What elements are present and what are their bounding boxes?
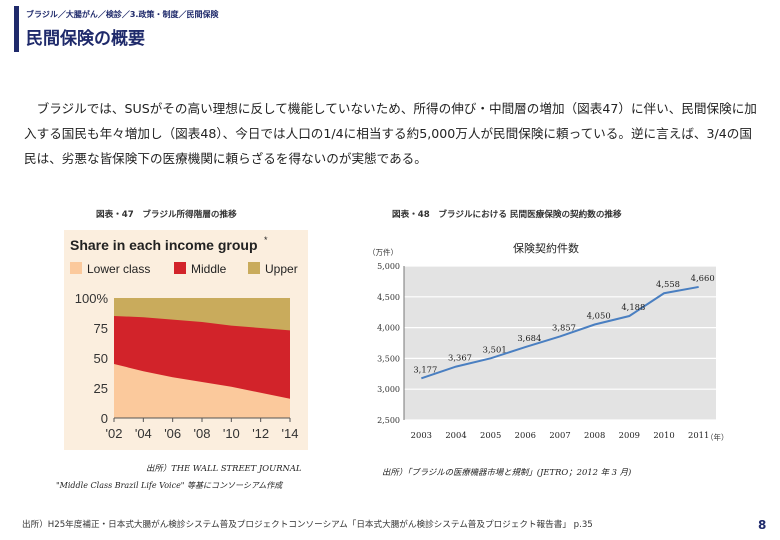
y-tick-label: 100%: [75, 291, 109, 306]
data-label: 3,857: [552, 322, 576, 332]
chart-title: 保険契約件数: [513, 241, 579, 255]
y-tick-label: 5,000: [377, 262, 400, 271]
x-tick-label: '12: [252, 426, 269, 441]
y-tick-label: 4,500: [377, 293, 400, 302]
income-group-chart-svg: Share in each income group * Lower class Mi…: [70, 235, 299, 441]
body-text: ブラジルでは、SUSがその高い理想に反して機能していないため、所得の伸び・中間層…: [24, 96, 760, 171]
y-tick-label: 3,500: [377, 354, 400, 363]
body-paragraph: ブラジルでは、SUSがその高い理想に反して機能していないため、所得の伸び・中間層…: [24, 101, 757, 166]
x-tick-label: '06: [164, 426, 181, 441]
income-group-chart: Share in each income group * Lower class Mi…: [64, 230, 308, 450]
y-tick-label: 0: [101, 411, 108, 426]
x-tick-label: '02: [106, 426, 123, 441]
y-tick-label: 75: [94, 321, 108, 336]
legend-label-0: Lower class: [87, 262, 150, 276]
plot-area: [404, 266, 716, 420]
x-tick-label: 2008: [584, 430, 605, 440]
x-tick-label: '04: [135, 426, 152, 441]
x-tick-label: 2007: [549, 430, 570, 440]
area-lower: [114, 364, 290, 418]
data-label: 4,050: [587, 311, 611, 321]
x-tick-label: 2009: [619, 430, 640, 440]
page-title: 民間保険の概要: [26, 29, 145, 49]
header-accent-bar: [14, 6, 19, 52]
insurance-contracts-chart: 保険契約件数 （万件） 2,500 3,000 3,500 4,000 4,500 5,000…: [360, 230, 729, 448]
x-tick-label: 2011: [688, 430, 709, 440]
figure-47-source-line1: 出所）THE WALL STREET JOURNAL: [146, 463, 302, 473]
x-tick-label: '14: [282, 426, 299, 441]
x-tick-label: 2010: [653, 430, 674, 440]
x-tick-label: 2004: [445, 430, 466, 440]
figure-48-caption: 図表・48 ブラジルにおける 民間医療保険の契約数の推移: [392, 210, 622, 220]
data-label: 3,367: [448, 353, 472, 363]
data-label: 4,558: [656, 279, 680, 289]
data-label: 4,188: [621, 302, 645, 312]
x-tick-label: 2006: [515, 430, 536, 440]
insurance-contracts-chart-svg: 保険契約件数 （万件） 2,500 3,000 3,500 4,000 4,500 5,000…: [368, 241, 729, 442]
data-label: 4,660: [691, 273, 715, 283]
x-tick-label: 2003: [411, 430, 432, 440]
y-axis-unit: （万件）: [368, 247, 398, 257]
x-axis-unit: （年）: [706, 432, 726, 442]
y-tick-label: 2,500: [377, 416, 400, 425]
chart-title: Share in each income group: [70, 237, 258, 253]
x-tick-label: 2005: [480, 430, 501, 440]
figure-48-source: 出所）「ブラジルの医療機器市場と規制」(JETRO；2012 年 3 月): [382, 467, 632, 477]
legend-swatch-1: [174, 262, 186, 274]
data-label: 3,684: [517, 333, 541, 343]
y-tick-label: 4,000: [377, 324, 400, 333]
legend-label-2: Upper: [265, 262, 298, 276]
chart-title-mark: *: [264, 235, 268, 245]
y-tick-label: 50: [94, 351, 108, 366]
x-tick-label: '08: [194, 426, 211, 441]
series-line: [421, 285, 699, 380]
legend-label-1: Middle: [191, 262, 227, 276]
figure-47-source-line2: "Middle Class Brazil Life Voice" 等基にコンソー…: [56, 481, 283, 490]
figure-47-caption: 図表・47 ブラジル所得階層の推移: [96, 210, 237, 220]
data-label: 3,501: [483, 344, 507, 354]
y-tick-label: 25: [94, 381, 108, 396]
data-label: 3,177: [413, 364, 437, 374]
legend-swatch-2: [248, 262, 260, 274]
breadcrumb: ブラジル／大腸がん／検診／3.政策・制度／民間保険: [26, 10, 219, 19]
y-tick-label: 3,000: [377, 385, 400, 394]
legend-swatch-0: [70, 262, 82, 274]
footer-source: 出所）H25年度補正・日本式大腸がん検診システム普及プロジェクトコンソーシアム「…: [22, 520, 593, 530]
x-tick-label: '10: [223, 426, 240, 441]
page-number: 8: [758, 518, 767, 532]
